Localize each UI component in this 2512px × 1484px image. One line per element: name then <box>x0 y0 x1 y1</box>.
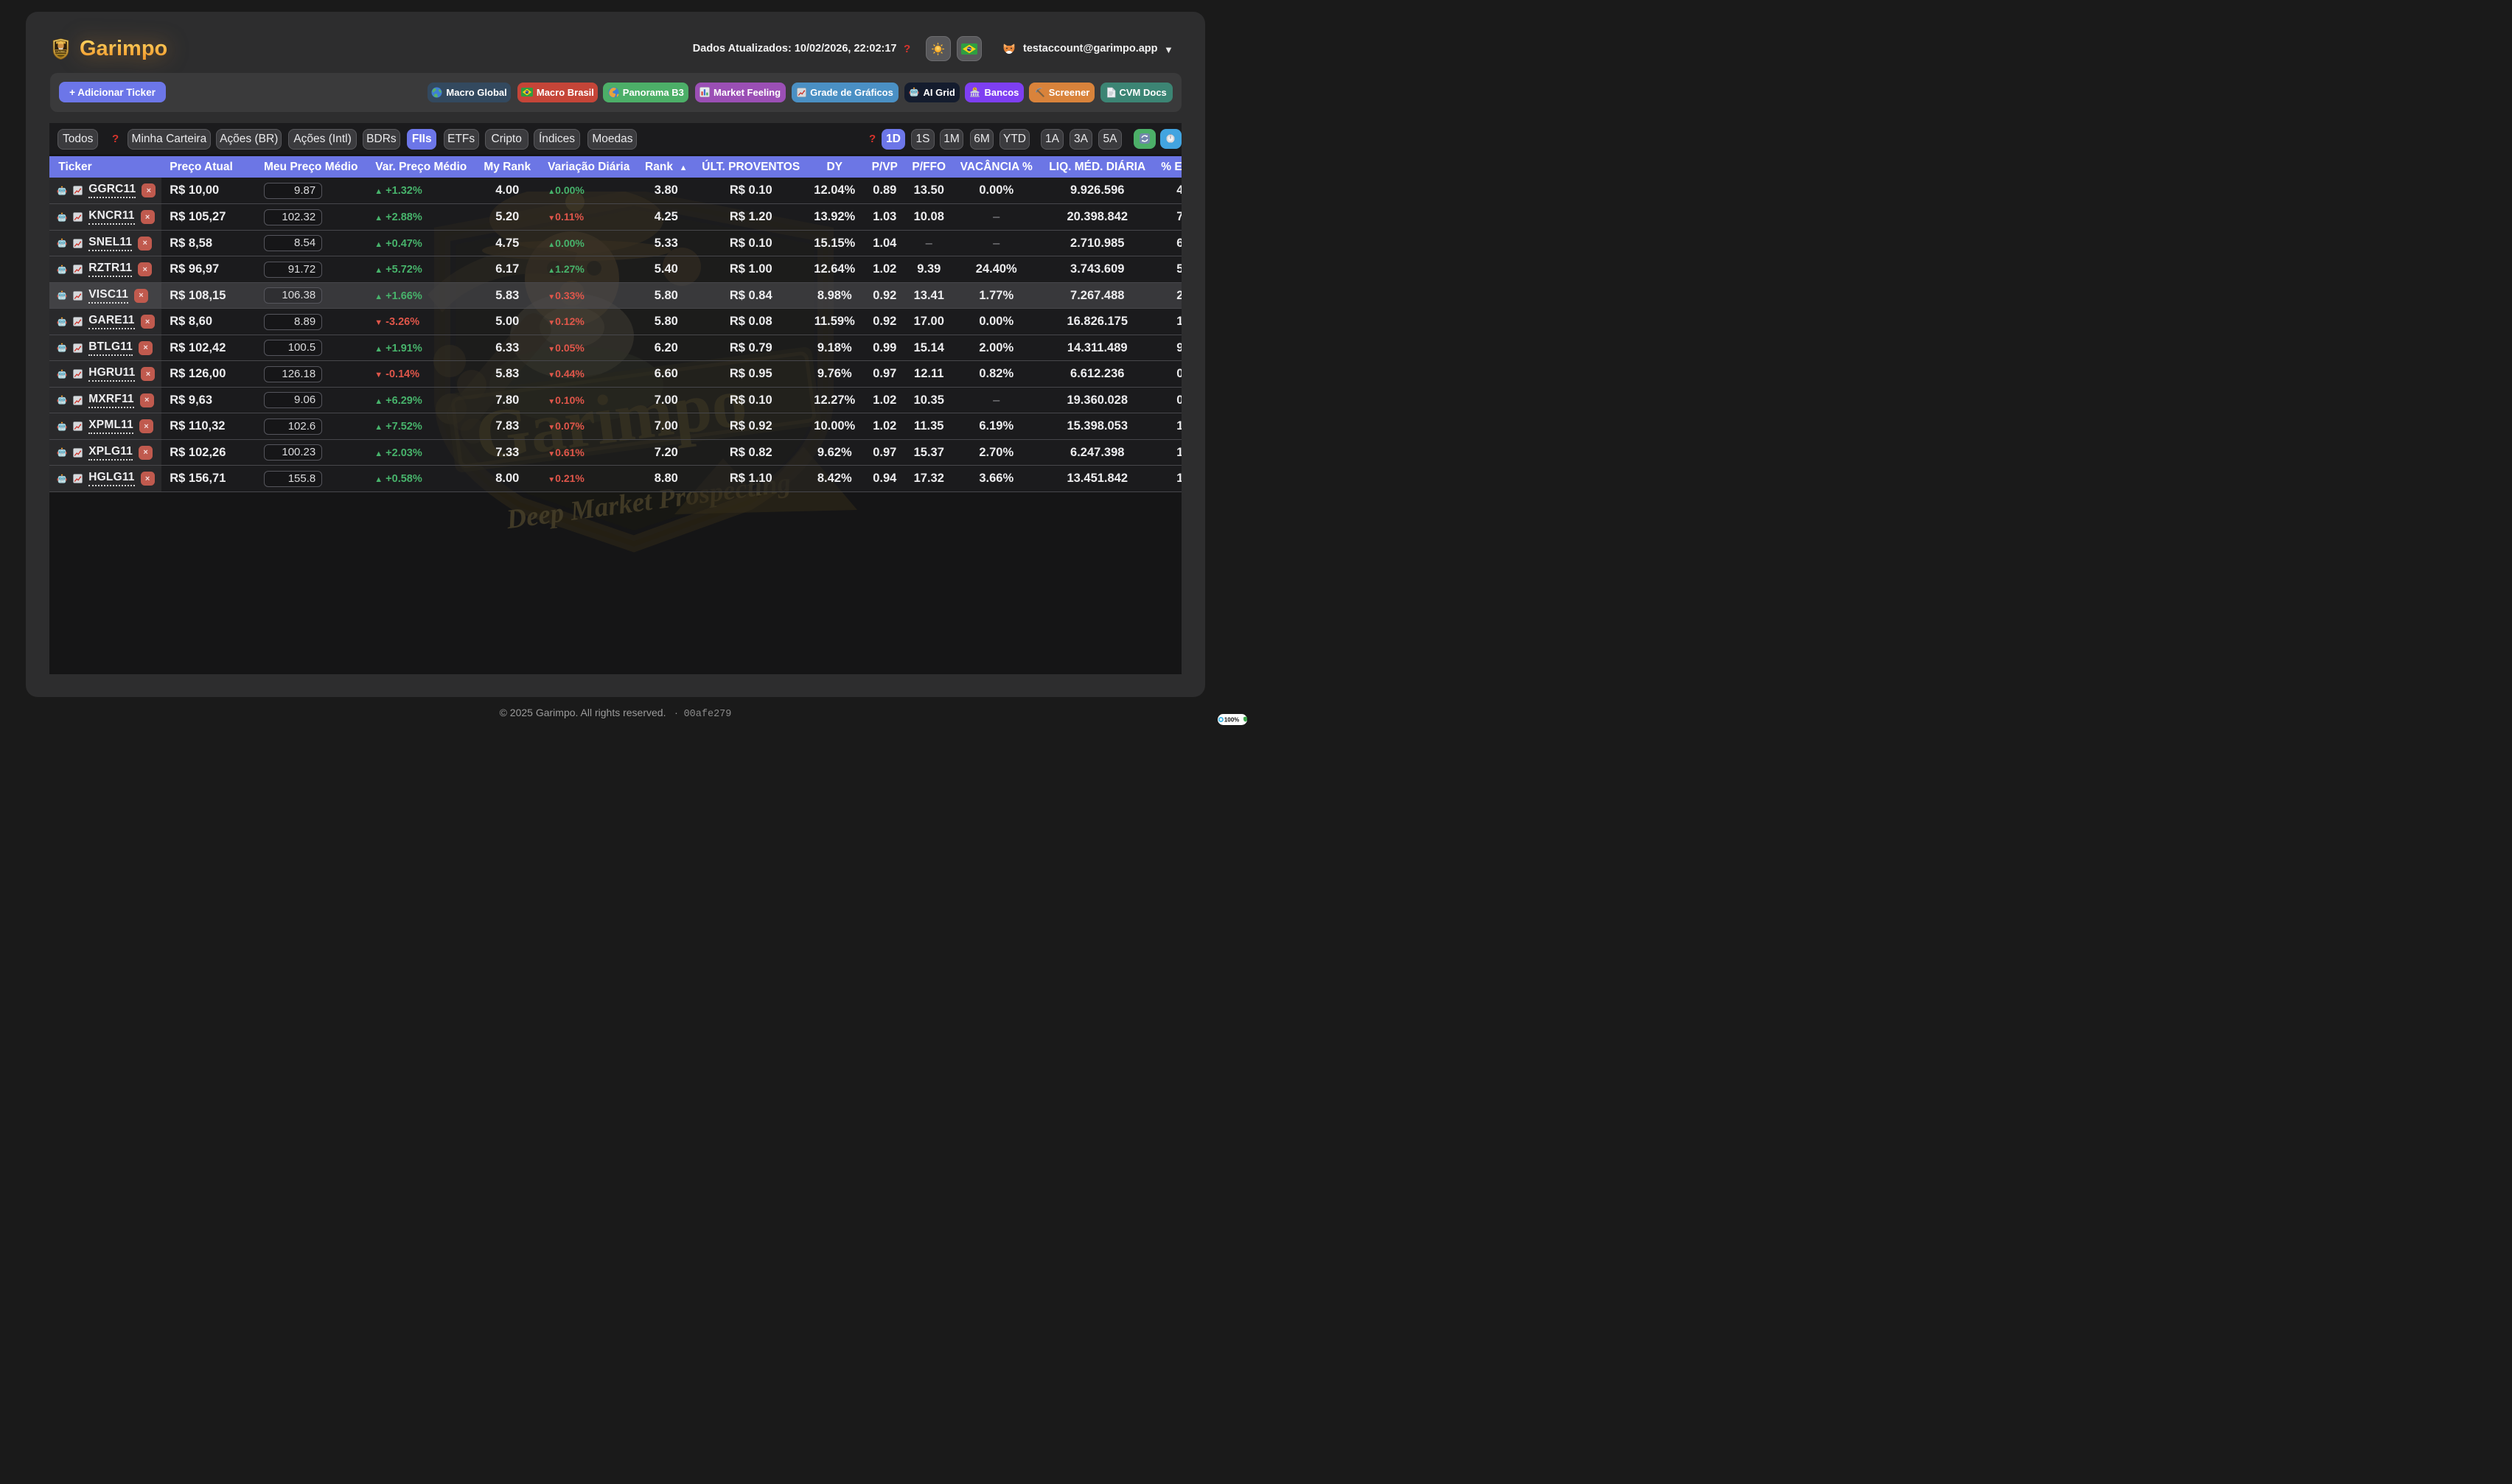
svg-text:Garimpo: Garimpo <box>56 50 66 53</box>
svg-text:$: $ <box>974 88 977 91</box>
svg-text:100%: 100% <box>1224 716 1239 723</box>
